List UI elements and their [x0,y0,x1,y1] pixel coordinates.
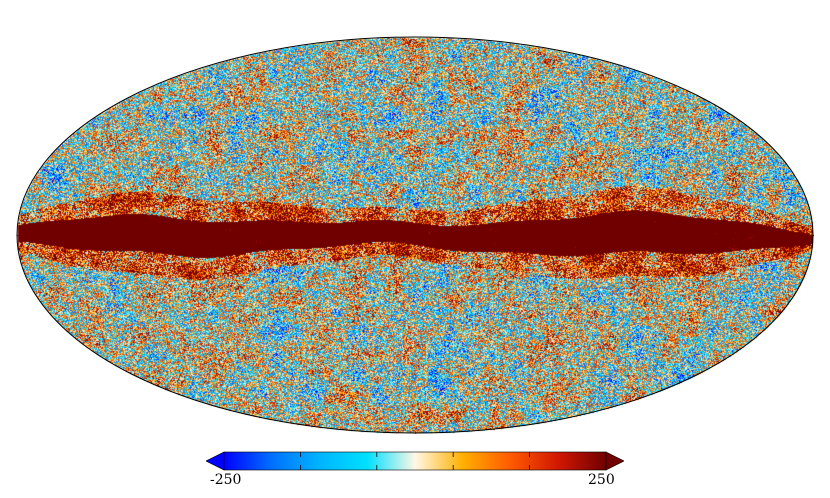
colorbar-graphic [206,451,624,471]
colorbar-left-extend-arrow [206,451,225,471]
colorbar-max-label: 250 [588,472,615,488]
colorbar-right-extend-arrow [605,451,624,471]
sky-map-image [16,36,814,434]
colorbar-body [223,451,607,471]
colorbar-min-label: -250 [210,472,242,488]
colorbar [206,450,624,472]
colorbar-ticks [300,452,531,470]
mollweide-sky-map [16,36,814,434]
